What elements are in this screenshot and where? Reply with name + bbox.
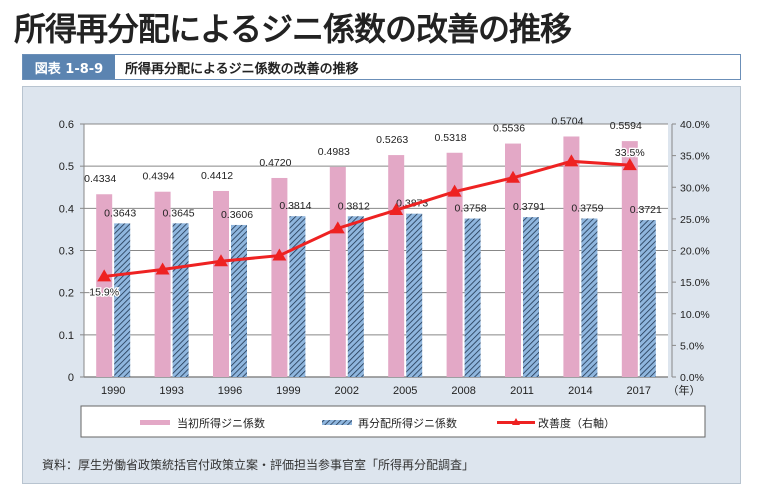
bar-label-redistributed: 0.3791 bbox=[513, 201, 545, 213]
bar-label-initial: 0.4394 bbox=[143, 171, 175, 183]
figure-header: 図表 1-8-9 所得再分配によるジニ係数の改善の推移 bbox=[22, 54, 741, 80]
improvement-marker bbox=[506, 170, 520, 183]
bar-initial bbox=[96, 194, 113, 377]
chart: 0 0.1 0.2 0.3 0.4 0.5 0.6 0.0% 5.0% 10.0% 15.0% 20.… bbox=[59, 115, 710, 438]
bar-label-redistributed: 0.3758 bbox=[455, 203, 487, 215]
bar-label-initial: 0.5594 bbox=[610, 120, 642, 132]
improvement-marker bbox=[564, 154, 579, 167]
y2-tick-label: 35.0% bbox=[680, 151, 710, 163]
x-tick-label: 2002 bbox=[335, 385, 359, 397]
source-note: 資料：厚生労働省政策統括官付政策立案・評価担当参事官室「所得再分配調査」 bbox=[42, 458, 475, 472]
bar-initial bbox=[154, 191, 171, 377]
improvement-marker bbox=[155, 262, 170, 275]
improvement-marker bbox=[622, 158, 637, 171]
y2-tick-label: 20.0% bbox=[680, 246, 710, 258]
y-tick-label: 0 bbox=[68, 372, 74, 384]
x-tick-label: 1999 bbox=[276, 385, 300, 397]
bar-label-redistributed: 0.3645 bbox=[163, 207, 195, 219]
bar-initial bbox=[621, 141, 638, 377]
y-tick-label: 0.6 bbox=[59, 119, 74, 131]
bar-redistributed bbox=[289, 216, 306, 377]
bar-label-initial: 0.5704 bbox=[551, 115, 583, 127]
bar-initial bbox=[388, 155, 405, 377]
improvement-line bbox=[104, 159, 630, 278]
bar-redistributed bbox=[172, 223, 189, 377]
legend: 当初所得ジニ係数 再分配所得ジニ係数 改善度（右軸） bbox=[80, 405, 706, 438]
legend-label-initial: 当初所得ジニ係数 bbox=[177, 416, 265, 430]
x-tick-label: 2014 bbox=[568, 385, 592, 397]
improvement-marker bbox=[97, 269, 112, 282]
x-tick-label: 2008 bbox=[451, 385, 475, 397]
bar-label-redistributed: 0.3643 bbox=[104, 207, 136, 219]
legend-box bbox=[80, 405, 706, 438]
bar-redistributed bbox=[639, 220, 656, 377]
figure-title: 所得再分配によるジニ係数の改善の推移 bbox=[125, 61, 359, 77]
y2-tick-label: 30.0% bbox=[680, 182, 710, 194]
y2-tick-label: 0.0% bbox=[680, 372, 704, 384]
bar-label-initial: 0.4720 bbox=[259, 157, 291, 169]
y2-tick-label: 5.0% bbox=[680, 340, 704, 352]
y2-tick-label: 15.0% bbox=[680, 277, 710, 289]
bar-label-redistributed: 0.3606 bbox=[221, 209, 253, 221]
bar-redistributed bbox=[347, 216, 364, 377]
improvement-point-label: 33.5% bbox=[615, 147, 645, 159]
bar-label-redistributed: 0.3759 bbox=[571, 202, 603, 214]
bar-label-redistributed: 0.3812 bbox=[338, 200, 370, 212]
x-axis-unit: （年） bbox=[668, 383, 701, 397]
legend-swatch-redistributed bbox=[322, 420, 352, 425]
y-tick-label: 0.5 bbox=[59, 161, 74, 173]
bar-label-redistributed: 0.3721 bbox=[630, 204, 662, 216]
legend-label-redistributed: 再分配所得ジニ係数 bbox=[358, 417, 457, 430]
x-tick-label: 1990 bbox=[101, 385, 125, 397]
bar-label-initial: 0.5536 bbox=[493, 123, 525, 135]
bar-label-initial: 0.4412 bbox=[201, 170, 233, 182]
bar-initial bbox=[213, 190, 229, 377]
legend-swatch-initial bbox=[140, 420, 170, 425]
bar-redistributed bbox=[231, 224, 247, 377]
bar-redistributed bbox=[464, 218, 481, 377]
bar-redistributed bbox=[581, 218, 598, 377]
bar-initial bbox=[271, 177, 288, 377]
y-tick-label: 0.4 bbox=[59, 203, 74, 215]
y-tick-label: 0.1 bbox=[59, 330, 74, 342]
improvement-marker bbox=[272, 248, 287, 261]
bar-label-initial: 0.4334 bbox=[84, 173, 116, 185]
bar-label-redistributed: 0.3814 bbox=[279, 200, 311, 212]
x-tick-label: 2017 bbox=[627, 385, 651, 397]
bar-label-initial: 0.5318 bbox=[435, 132, 467, 144]
x-tick-label: 1993 bbox=[159, 385, 183, 397]
y-tick-label: 0.2 bbox=[59, 288, 74, 300]
chart-panel: 0 0.1 0.2 0.3 0.4 0.5 0.6 0.0% 5.0% 10.0% 15.0% 20.… bbox=[22, 86, 741, 484]
y-tick-label: 0.3 bbox=[59, 246, 74, 258]
x-tick-label: 1996 bbox=[218, 385, 242, 397]
page-title: 所得再分配によるジニ係数の改善の推移 bbox=[14, 10, 572, 48]
bar-initial bbox=[563, 136, 580, 377]
x-tick-label: 2005 bbox=[393, 385, 417, 397]
figure-number: 図表 1-8-9 bbox=[23, 55, 115, 79]
bar-initial bbox=[446, 152, 463, 377]
improvement-marker bbox=[389, 203, 404, 216]
plot-area: 0 0.1 0.2 0.3 0.4 0.5 0.6 0.0% 5.0% 10.0% 15.0% 20.… bbox=[59, 115, 710, 397]
bar-label-initial: 0.5263 bbox=[376, 134, 408, 146]
x-tick-label: 2011 bbox=[510, 385, 534, 397]
bar-redistributed bbox=[523, 217, 539, 377]
legend-label-improvement: 改善度（右軸） bbox=[538, 416, 615, 430]
improvement-marker bbox=[447, 184, 462, 197]
improvement-point-label: 15.9% bbox=[89, 286, 119, 298]
y2-tick-label: 25.0% bbox=[680, 214, 710, 226]
y2-tick-label: 10.0% bbox=[680, 309, 710, 321]
improvement-marker bbox=[214, 254, 228, 267]
bar-initial bbox=[329, 166, 346, 377]
bar-label-initial: 0.4983 bbox=[318, 146, 350, 158]
y2-tick-label: 40.0% bbox=[680, 119, 710, 131]
bar-redistributed bbox=[406, 213, 423, 377]
improvement-marker bbox=[330, 221, 345, 234]
bar-initial bbox=[505, 143, 521, 377]
legend-marker-improvement bbox=[512, 418, 520, 425]
bar-redistributed bbox=[114, 223, 131, 377]
